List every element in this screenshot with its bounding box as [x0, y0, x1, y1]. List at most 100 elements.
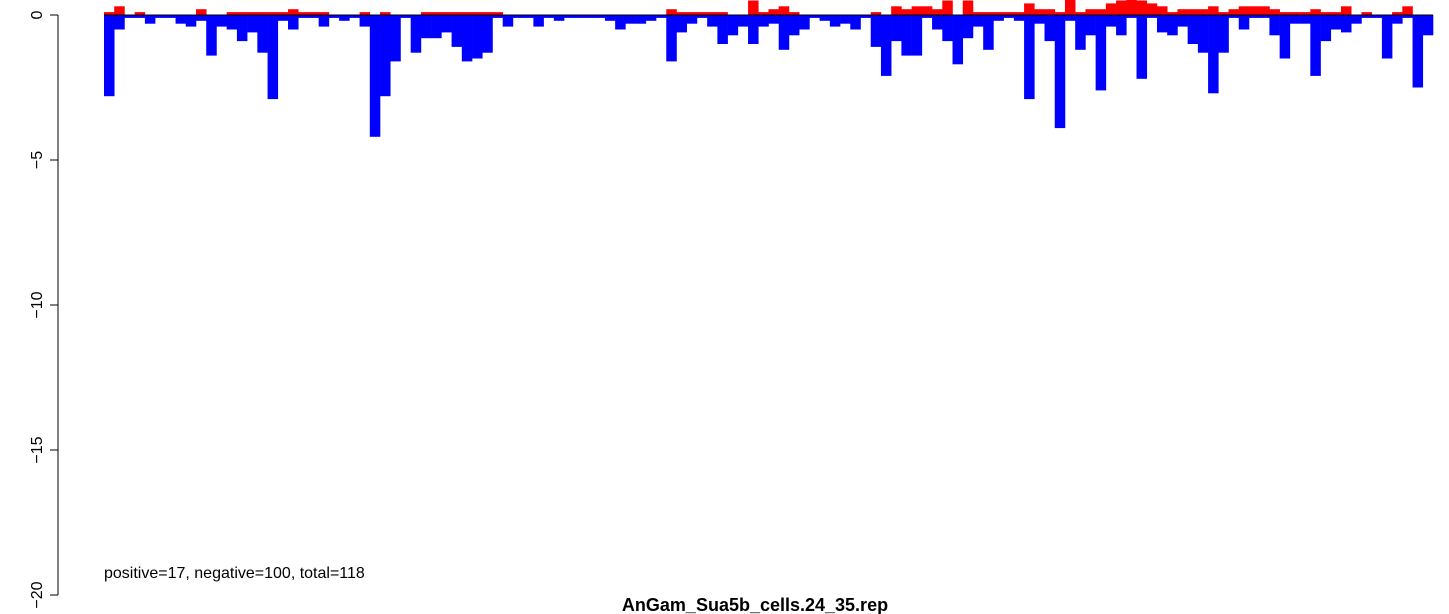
negative-bar: [727, 15, 739, 36]
negative-bar: [983, 15, 994, 50]
negative-bar: [625, 15, 636, 24]
negative-bar: [870, 15, 882, 47]
negative-bar: [1034, 15, 1045, 24]
positive-bar: [247, 12, 258, 15]
negative-bar: [737, 15, 749, 27]
positive-bar: [482, 12, 493, 15]
negative-bar: [257, 15, 268, 53]
positive-bar: [1177, 9, 1188, 15]
negative-bar: [1116, 15, 1127, 36]
negative-bar: [380, 15, 391, 97]
negative-bar: [1013, 15, 1025, 21]
negative-bar: [799, 15, 810, 30]
positive-bar: [962, 0, 974, 15]
negative-bar: [247, 15, 258, 33]
positive-bar: [472, 12, 483, 15]
negative-bar: [901, 15, 912, 56]
negative-bar: [1228, 15, 1240, 18]
negative-bar: [318, 15, 330, 27]
negative-bar: [1218, 15, 1229, 53]
positive-bar: [226, 12, 238, 15]
negative-bar: [962, 15, 974, 39]
negative-bar: [114, 15, 125, 30]
positive-bar: [359, 12, 371, 15]
positive-bar: [993, 12, 1004, 15]
positive-bar: [1024, 3, 1035, 16]
negative-bar: [850, 15, 861, 30]
positive-bar: [1003, 12, 1015, 15]
positive-bar: [1075, 12, 1086, 15]
bars-group: [104, 0, 1434, 137]
positive-bar: [748, 0, 759, 15]
negative-bar: [676, 15, 688, 33]
negative-bar: [1075, 15, 1086, 50]
negative-bar: [185, 15, 197, 27]
positive-bar: [277, 12, 289, 15]
positive-bar: [134, 12, 146, 15]
positive-bar: [686, 12, 698, 15]
negative-bar: [1197, 15, 1209, 53]
y-tick-label: −5: [29, 151, 46, 169]
positive-bar: [870, 12, 882, 15]
negative-bar: [707, 15, 718, 27]
negative-bar: [564, 15, 575, 18]
positive-bar: [666, 9, 677, 15]
positive-bar: [1218, 12, 1229, 15]
negative-bar: [492, 15, 503, 18]
negative-bar: [758, 15, 769, 27]
y-tick-label: −20: [29, 581, 46, 608]
negative-bar: [175, 15, 187, 24]
positive-bar: [1197, 9, 1209, 15]
negative-bar: [1064, 15, 1076, 21]
positive-bar: [441, 12, 452, 15]
negative-bar: [748, 15, 759, 44]
negative-bar: [1146, 15, 1158, 18]
negative-bar: [1351, 15, 1362, 24]
negative-bar: [1402, 15, 1413, 18]
positive-bar: [717, 12, 728, 15]
negative-bar: [1392, 15, 1403, 24]
positive-bar: [1279, 12, 1291, 15]
positive-bar: [267, 12, 279, 15]
negative-bar: [543, 15, 555, 18]
negative-bar: [236, 15, 248, 42]
positive-bar: [1095, 9, 1107, 15]
negative-bar: [1177, 15, 1188, 27]
negative-bar: [1320, 15, 1332, 42]
negative-bar: [206, 15, 217, 56]
negative-bar: [1381, 15, 1393, 59]
positive-bar: [983, 12, 994, 15]
negative-bar: [921, 15, 933, 18]
negative-bar: [390, 15, 401, 62]
positive-bar: [1013, 12, 1025, 15]
positive-bar: [461, 12, 473, 15]
negative-bar: [696, 15, 708, 18]
negative-bar: [717, 15, 728, 44]
positive-bar: [236, 12, 248, 15]
positive-bar: [891, 6, 902, 15]
negative-bar: [1156, 15, 1168, 33]
negative-bar: [134, 15, 146, 18]
negative-bar: [574, 15, 585, 18]
positive-bar: [1269, 9, 1280, 15]
positive-bar: [114, 6, 125, 15]
negative-bar: [666, 15, 677, 62]
negative-bar: [104, 15, 115, 97]
positive-bar: [1187, 9, 1199, 15]
chart-title: AnGam_Sua5b_cells.24_35.rep: [622, 595, 888, 614]
negative-bar: [1259, 15, 1270, 18]
negative-bar: [1105, 15, 1117, 27]
positive-bar: [1310, 9, 1321, 15]
positive-bar: [676, 12, 688, 15]
positive-bar: [1228, 9, 1240, 15]
negative-bar: [359, 15, 371, 27]
negative-bar: [819, 15, 831, 21]
negative-bar: [615, 15, 626, 30]
negative-bar: [1422, 15, 1434, 36]
positive-bar: [1330, 12, 1342, 15]
positive-bar: [288, 9, 299, 15]
negative-bar: [410, 15, 422, 53]
positive-bar: [492, 12, 503, 15]
positive-bar: [788, 12, 800, 15]
